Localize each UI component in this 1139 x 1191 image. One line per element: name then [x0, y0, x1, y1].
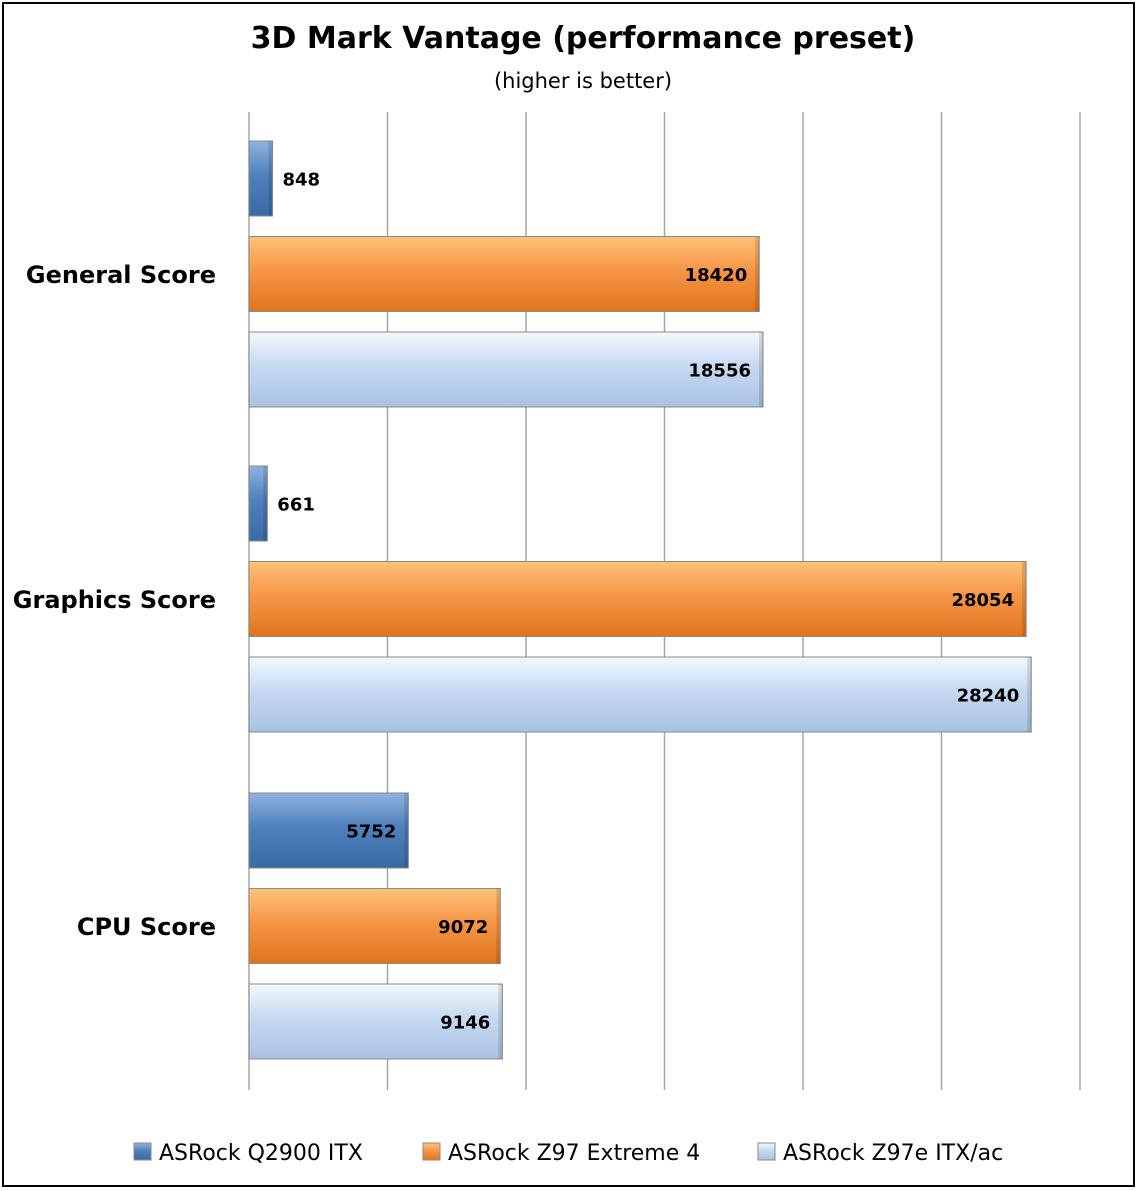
- data-label: 18556: [688, 361, 751, 382]
- bar: [248, 236, 760, 312]
- chart-subtitle: (higher is better): [494, 69, 672, 93]
- bar-edge: [1027, 657, 1032, 732]
- bar-edge: [404, 793, 409, 868]
- bar: [248, 331, 764, 408]
- data-label: 661: [277, 495, 315, 516]
- legend-label: ASRock Q2900 ITX: [159, 1141, 363, 1166]
- bar-edge: [263, 466, 268, 541]
- bars: 848 18420 18556 661 28054 28240 5752 9072 9146: [248, 140, 1032, 1060]
- bar: [248, 465, 268, 542]
- bar-edge: [496, 888, 501, 964]
- legend: ASRock Q2900 ITX ASRock Z97 Extreme 4 ASRo…: [133, 1141, 1003, 1166]
- bar: [248, 140, 273, 217]
- legend-swatch: [757, 1142, 776, 1161]
- category-label: General Score: [26, 261, 216, 289]
- data-label: 18420: [685, 265, 748, 286]
- bar: [248, 888, 501, 964]
- category-labels: General Score Graphics Score CPU Score: [13, 261, 216, 941]
- bar-edge: [759, 332, 764, 407]
- bar: [248, 983, 503, 1060]
- bar: [248, 656, 1032, 733]
- bar: [248, 561, 1027, 637]
- legend-swatch: [133, 1142, 152, 1161]
- bar-edge: [1022, 561, 1027, 637]
- legend-swatch: [422, 1142, 441, 1161]
- category-label: CPU Score: [77, 913, 216, 941]
- bar-edge: [755, 236, 760, 312]
- data-label: 848: [282, 170, 320, 191]
- legend-label: ASRock Z97 Extreme 4: [448, 1141, 700, 1166]
- category-label: Graphics Score: [13, 586, 216, 614]
- chart-title: 3D Mark Vantage (performance preset): [251, 21, 916, 56]
- data-label: 28240: [957, 686, 1020, 707]
- data-label: 9146: [440, 1013, 490, 1034]
- data-label: 5752: [346, 822, 396, 843]
- data-label: 9072: [438, 917, 488, 938]
- bar-edge: [268, 141, 273, 216]
- legend-label: ASRock Z97e ITX/ac: [783, 1141, 1003, 1166]
- data-label: 28054: [951, 590, 1014, 611]
- bar-edge: [498, 984, 503, 1059]
- bar: [248, 792, 409, 869]
